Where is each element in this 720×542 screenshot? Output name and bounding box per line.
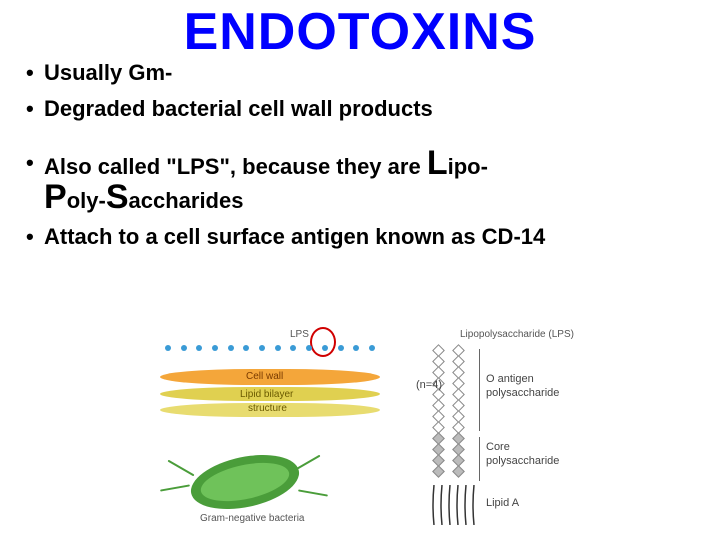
bullet-dot: • bbox=[26, 222, 44, 252]
bullet-item: • Usually Gm- bbox=[26, 58, 694, 88]
text-fragment: oly- bbox=[67, 188, 106, 213]
bullet-text: Also called "LPS", because they are Lipo… bbox=[44, 148, 488, 216]
figure-membrane: LPS Cell wall Lipid bilayer structure Gr… bbox=[160, 337, 400, 537]
label-gram-negative: Gram-negative bacteria bbox=[200, 513, 305, 524]
lipid-a-tails bbox=[424, 485, 494, 525]
bullet-list: • Usually Gm- • Degraded bacterial cell … bbox=[0, 58, 720, 252]
polysaccharide-chain bbox=[434, 345, 443, 477]
big-cap-L: L bbox=[427, 144, 448, 182]
bracket-o-antigen bbox=[474, 349, 480, 431]
polysaccharide-chain bbox=[454, 345, 463, 477]
bacterium-shape bbox=[186, 446, 304, 518]
bullet-text: Attach to a cell surface antigen known a… bbox=[44, 222, 545, 252]
label-structure: structure bbox=[248, 403, 287, 414]
flagellum bbox=[298, 489, 328, 496]
bullet-dot: • bbox=[26, 148, 44, 178]
label-o-antigen: O antigen bbox=[486, 373, 534, 385]
label-lps: LPS bbox=[290, 329, 309, 340]
flagellum bbox=[160, 484, 190, 491]
label-o-antigen-poly: polysaccharide bbox=[486, 387, 559, 399]
bullet-text: Usually Gm- bbox=[44, 58, 172, 88]
flagellum bbox=[168, 460, 195, 477]
figure-lps-structure: Lipopolysaccharide (LPS) (n=4) O antigen… bbox=[410, 337, 610, 537]
text-fragment: ipo- bbox=[448, 154, 488, 179]
big-cap-S: S bbox=[106, 178, 129, 216]
bullet-item: • Attach to a cell surface antigen known… bbox=[26, 222, 694, 252]
flagellum bbox=[294, 455, 321, 472]
label-lipid-bilayer: Lipid bilayer bbox=[240, 389, 293, 400]
bullet-dot: • bbox=[26, 94, 44, 124]
lipid-heads-row bbox=[160, 345, 380, 351]
membrane-stack: Cell wall Lipid bilayer structure bbox=[160, 351, 380, 421]
label-n4: (n=4) bbox=[416, 379, 442, 391]
label-core-poly: polysaccharide bbox=[486, 455, 559, 467]
label-core: Core bbox=[486, 441, 510, 453]
bullet-text: Degraded bacterial cell wall products bbox=[44, 94, 433, 124]
page-title: ENDOTOXINS bbox=[0, 2, 720, 62]
text-fragment: Also called "LPS", because they are bbox=[44, 154, 427, 179]
big-cap-P: P bbox=[44, 178, 67, 216]
figures-area: LPS Cell wall Lipid bilayer structure Gr… bbox=[160, 337, 620, 537]
label-cell-wall: Cell wall bbox=[246, 371, 283, 382]
text-fragment: accharides bbox=[129, 188, 244, 213]
bracket-core bbox=[474, 437, 480, 481]
bullet-item: • Degraded bacterial cell wall products bbox=[26, 94, 694, 124]
bullet-item: • Also called "LPS", because they are Li… bbox=[26, 148, 694, 216]
bullet-dot: • bbox=[26, 58, 44, 88]
label-lps-title: Lipopolysaccharide (LPS) bbox=[460, 329, 574, 340]
label-lipid-a: Lipid A bbox=[486, 497, 519, 509]
